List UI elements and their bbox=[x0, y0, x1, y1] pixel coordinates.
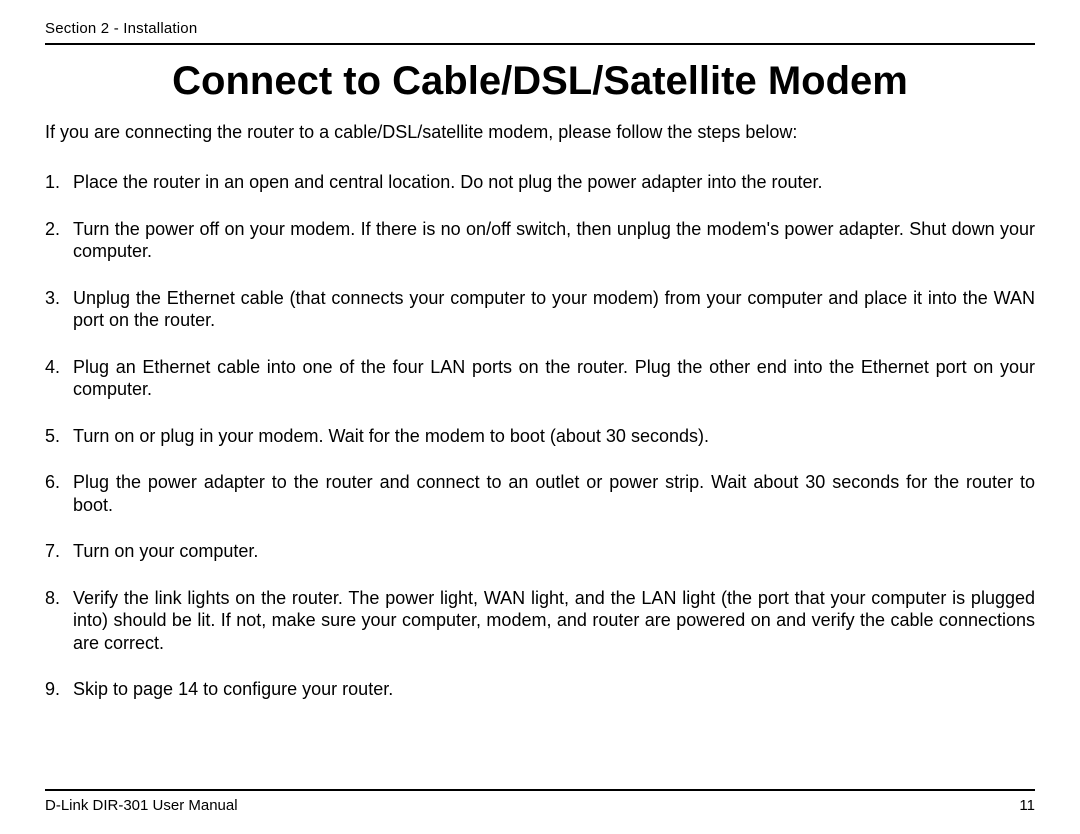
list-item: Turn on your computer. bbox=[45, 540, 1035, 563]
list-item: Plug the power adapter to the router and… bbox=[45, 471, 1035, 516]
list-item: Turn the power off on your modem. If the… bbox=[45, 218, 1035, 263]
list-item: Plug an Ethernet cable into one of the f… bbox=[45, 356, 1035, 401]
footer-row: D-Link DIR-301 User Manual 11 bbox=[45, 797, 1035, 814]
list-item: Skip to page 14 to configure your router… bbox=[45, 678, 1035, 701]
page-footer: D-Link DIR-301 User Manual 11 bbox=[45, 789, 1035, 814]
steps-list: Place the router in an open and central … bbox=[45, 171, 1035, 701]
manual-label: D-Link DIR-301 User Manual bbox=[45, 797, 238, 814]
list-item: Turn on or plug in your modem. Wait for … bbox=[45, 425, 1035, 448]
header-rule bbox=[45, 43, 1035, 45]
section-header: Section 2 - Installation bbox=[45, 20, 1035, 37]
list-item: Place the router in an open and central … bbox=[45, 171, 1035, 194]
page-number: 11 bbox=[1019, 797, 1035, 814]
document-page: Section 2 - Installation Connect to Cabl… bbox=[0, 0, 1080, 834]
list-item: Verify the link lights on the router. Th… bbox=[45, 587, 1035, 655]
list-item: Unplug the Ethernet cable (that connects… bbox=[45, 287, 1035, 332]
page-title: Connect to Cable/DSL/Satellite Modem bbox=[45, 59, 1035, 104]
intro-paragraph: If you are connecting the router to a ca… bbox=[45, 122, 1035, 143]
footer-rule bbox=[45, 789, 1035, 791]
